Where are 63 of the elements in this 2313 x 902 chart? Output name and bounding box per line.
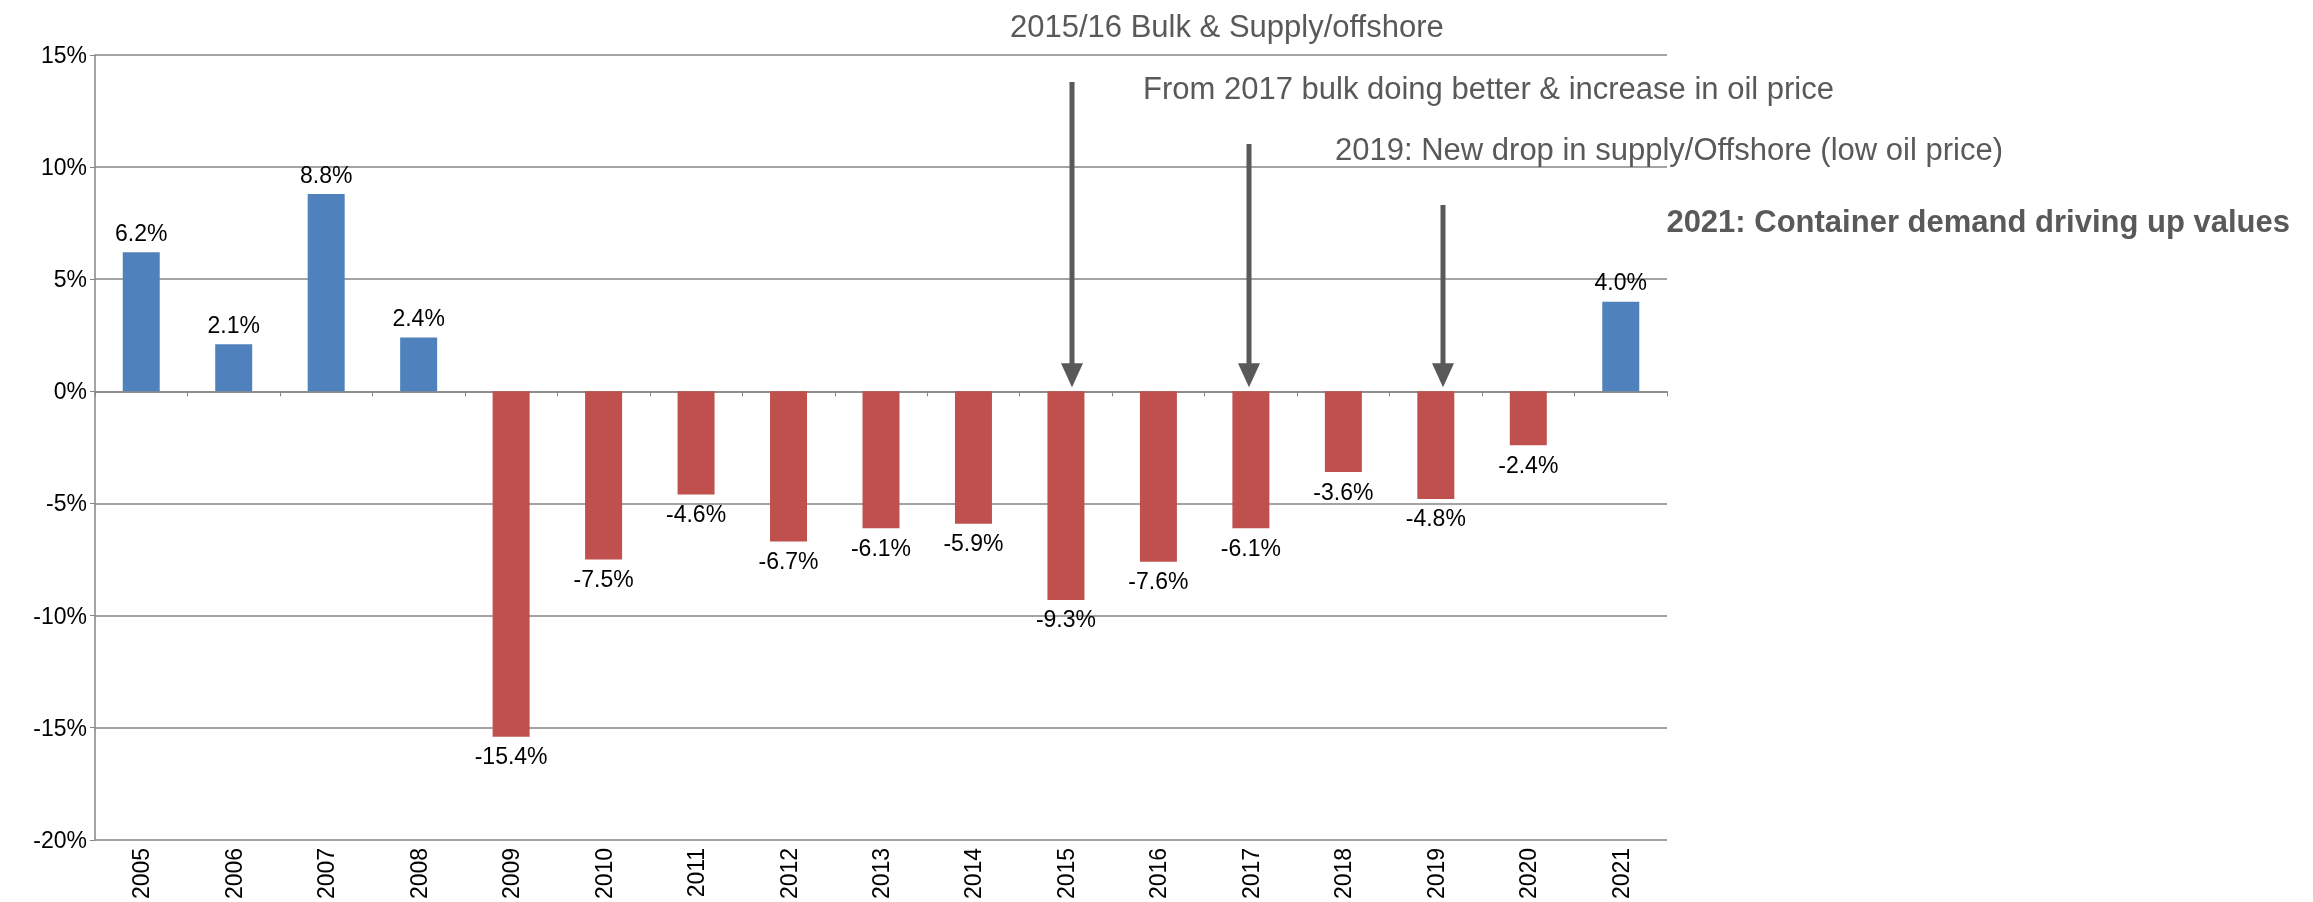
y-tick-label: -15% (33, 714, 87, 741)
data-label: 8.8% (299, 161, 353, 188)
annotation: From 2017 bulk doing better & increase in oil price (1143, 71, 1834, 106)
y-tick-label: 5% (53, 266, 87, 293)
x-tick-label: 2019 (1422, 847, 1449, 900)
x-tick-label: 2018 (1330, 847, 1357, 900)
bar (1324, 391, 1362, 473)
bar (1232, 391, 1270, 529)
x-tick-label: 2016 (1145, 847, 1172, 900)
bar (1139, 391, 1177, 562)
x-tick-label: 2017 (1237, 847, 1264, 900)
x-tick-label: 2006 (220, 847, 247, 900)
bar (954, 391, 992, 524)
y-tick-label: 15% (40, 42, 87, 68)
x-tick-label: 2010 (590, 847, 617, 900)
data-label: -6.1% (1220, 534, 1281, 561)
bar (770, 391, 808, 542)
bar (400, 337, 438, 392)
x-tick-label: 2011 (683, 847, 710, 898)
bar (1509, 391, 1547, 446)
data-label: 4.0% (1594, 269, 1647, 296)
data-label: -15.4% (474, 743, 548, 770)
bar (585, 391, 623, 560)
data-label: -4.6% (666, 501, 727, 528)
x-tick-label: 2008 (405, 847, 432, 900)
data-label: 2.4% (392, 305, 445, 332)
data-label: -7.6% (1128, 568, 1189, 595)
text: 2015/16 Bulk & Supply/offshore (1010, 9, 1444, 44)
bar (1602, 301, 1640, 392)
bar (215, 344, 253, 392)
x-tick-label: 2009 (498, 847, 525, 900)
data-label: -5.9% (943, 530, 1004, 557)
data-label: 6.2% (115, 219, 168, 246)
bar (122, 252, 160, 392)
y-tick-label: -5% (46, 490, 87, 517)
data-label: -6.1% (850, 534, 912, 561)
x-tick-label: 2007 (313, 847, 340, 900)
x-tick-label: 2005 (128, 847, 155, 900)
data-label: -6.7% (758, 548, 819, 575)
x-tick-label: 2021 (1607, 847, 1634, 900)
y-tick-label: 0% (53, 378, 87, 405)
data-label: -9.3% (1035, 606, 1096, 633)
x-tick-label: 2015 (1052, 847, 1079, 900)
x-tick-label: 2013 (868, 847, 894, 900)
data-label: -2.4% (1498, 451, 1559, 478)
bar (492, 391, 530, 737)
annotation: 2019: New drop in supply/Offshore (low oil price) (1335, 132, 2003, 167)
y-tick-label: -20% (33, 826, 87, 853)
bar (1417, 391, 1455, 499)
data-label: 2.1% (207, 311, 260, 338)
y-tick-label: -10% (33, 602, 87, 629)
x-tick-label: 2020 (1515, 847, 1542, 900)
x-tick-label: 2012 (775, 847, 802, 900)
bar (862, 391, 900, 529)
data-label: -7.5% (573, 566, 634, 593)
bar (1047, 391, 1085, 600)
y-tick-label: 10% (40, 154, 87, 181)
data-label: -3.6% (1313, 478, 1374, 505)
x-tick-label: 2014 (960, 847, 987, 900)
bar (307, 194, 345, 392)
data-label: -4.8% (1405, 505, 1466, 532)
bar (677, 391, 715, 495)
annotation: 2021: Container demand driving up values (1666, 204, 2290, 239)
